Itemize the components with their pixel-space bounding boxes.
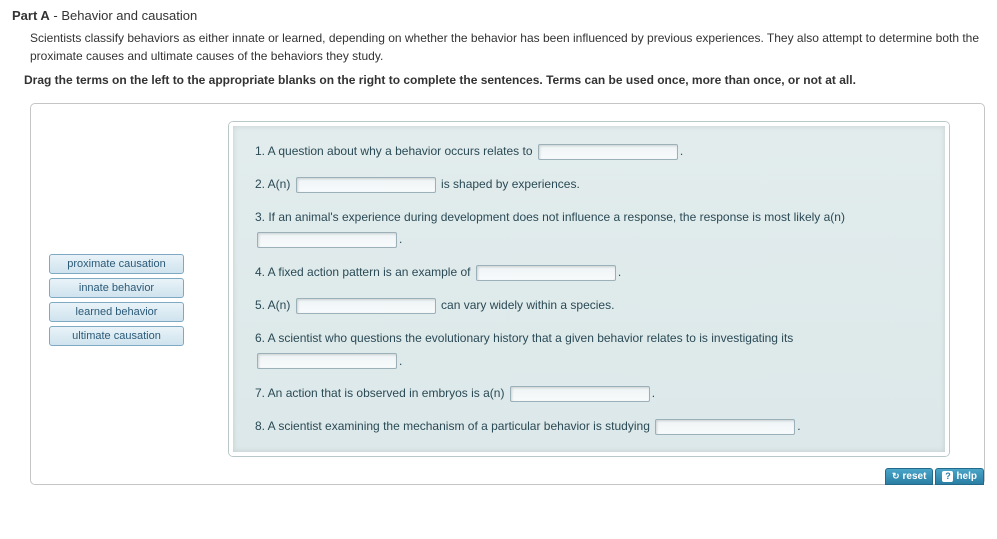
statement-3: 3. If an animal's experience during deve… xyxy=(255,206,923,252)
statements-panel: 1. A question about why a behavior occur… xyxy=(229,122,949,456)
terms-column: proximate causation innate behavior lear… xyxy=(49,254,184,346)
blank-6[interactable] xyxy=(257,353,397,369)
statement-8: 8. A scientist examining the mechanism o… xyxy=(255,415,923,438)
blank-4[interactable] xyxy=(476,265,616,281)
statement-1-pre: 1. A question about why a behavior occur… xyxy=(255,144,536,158)
blank-7[interactable] xyxy=(510,386,650,402)
part-label: Part A xyxy=(12,8,50,23)
intro-text: Scientists classify behaviors as either … xyxy=(30,29,985,65)
part-subtitle: Behavior and causation xyxy=(61,8,197,23)
part-title: Part A - Behavior and causation xyxy=(12,8,985,23)
term-ultimate-causation[interactable]: ultimate causation xyxy=(49,326,184,346)
exercise-panel: proximate causation innate behavior lear… xyxy=(30,103,985,485)
statement-8-pre: 8. A scientist examining the mechanism o… xyxy=(255,419,653,433)
statement-4: 4. A fixed action pattern is an example … xyxy=(255,261,923,284)
statement-7-pre: 7. An action that is observed in embryos… xyxy=(255,386,508,400)
statement-1: 1. A question about why a behavior occur… xyxy=(255,140,923,163)
statement-1-post: . xyxy=(680,144,683,158)
statement-4-pre: 4. A fixed action pattern is an example … xyxy=(255,265,474,279)
statement-8-post: . xyxy=(797,419,800,433)
blank-1[interactable] xyxy=(538,144,678,160)
statement-2: 2. A(n) is shaped by experiences. xyxy=(255,173,923,196)
footer-buttons: ↻ reset ? help xyxy=(885,468,984,485)
part-separator: - xyxy=(50,8,62,23)
statement-5-post: can vary widely within a species. xyxy=(438,298,615,312)
blank-8[interactable] xyxy=(655,419,795,435)
statement-6: 6. A scientist who questions the evoluti… xyxy=(255,327,923,373)
statement-2-pre: 2. A(n) xyxy=(255,177,294,191)
statement-4-post: . xyxy=(618,265,621,279)
term-innate-behavior[interactable]: innate behavior xyxy=(49,278,184,298)
statement-7: 7. An action that is observed in embryos… xyxy=(255,382,923,405)
instructions-text: Drag the terms on the left to the approp… xyxy=(24,71,985,89)
reset-label: reset xyxy=(903,471,927,482)
statement-5-pre: 5. A(n) xyxy=(255,298,294,312)
statement-7-post: . xyxy=(652,386,655,400)
reset-icon: ↻ xyxy=(892,471,900,482)
term-proximate-causation[interactable]: proximate causation xyxy=(49,254,184,274)
statement-5: 5. A(n) can vary widely within a species… xyxy=(255,294,923,317)
statement-6-pre: 6. A scientist who questions the evoluti… xyxy=(255,331,793,345)
blank-2[interactable] xyxy=(296,177,436,193)
statement-3-post: . xyxy=(399,232,402,246)
reset-button[interactable]: ↻ reset xyxy=(885,468,933,485)
blank-5[interactable] xyxy=(296,298,436,314)
help-icon: ? xyxy=(942,471,953,482)
term-learned-behavior[interactable]: learned behavior xyxy=(49,302,184,322)
statement-2-post: is shaped by experiences. xyxy=(438,177,580,191)
statement-3-pre: 3. If an animal's experience during deve… xyxy=(255,210,845,224)
help-button[interactable]: ? help xyxy=(935,468,984,485)
help-label: help xyxy=(956,471,977,482)
blank-3[interactable] xyxy=(257,232,397,248)
statement-6-post: . xyxy=(399,354,402,368)
